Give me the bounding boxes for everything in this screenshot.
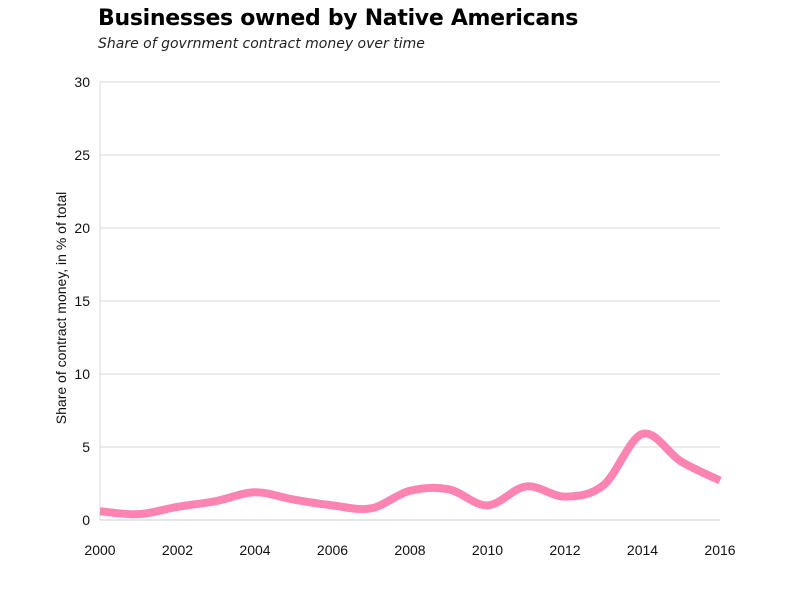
data-point <box>216 501 217 502</box>
x-tick-label: 2010 <box>472 542 503 558</box>
y-axis-label: Share of contract money, in % of total <box>53 192 69 424</box>
y-tick-label: 20 <box>74 220 90 236</box>
data-point <box>526 486 527 487</box>
y-tick-label: 10 <box>74 366 90 382</box>
data-point <box>603 484 604 485</box>
data-point <box>293 499 294 500</box>
y-tick-label: 5 <box>82 439 90 455</box>
x-tick-label: 2006 <box>317 542 348 558</box>
y-tick-label: 25 <box>74 147 90 163</box>
data-point <box>681 461 682 462</box>
x-tick-label: 2002 <box>162 542 193 558</box>
chart-title: Businesses owned by Native Americans <box>98 6 579 31</box>
data-point <box>565 496 566 497</box>
data-point <box>177 506 178 507</box>
data-point <box>138 514 139 515</box>
data-point <box>100 511 101 512</box>
x-tick-label: 2014 <box>627 542 658 558</box>
data-point <box>371 508 372 509</box>
x-tick-label: 2004 <box>239 542 270 558</box>
series-line <box>99 429 722 519</box>
data-point <box>448 489 449 490</box>
x-tick-label: 2000 <box>84 542 115 558</box>
data-point <box>642 433 643 434</box>
data-point <box>255 492 256 493</box>
chart-subtitle: Share of govrnment contract money over t… <box>98 36 425 52</box>
x-tick-label: 2008 <box>394 542 425 558</box>
data-point <box>410 490 411 491</box>
y-tick-label: 0 <box>82 512 90 528</box>
data-point <box>332 505 333 506</box>
x-tick-label: 2016 <box>704 542 735 558</box>
data-point <box>720 480 721 481</box>
y-tick-label: 30 <box>74 74 90 90</box>
data-point <box>487 505 488 506</box>
x-tick-label: 2012 <box>549 542 580 558</box>
y-tick-label: 15 <box>74 293 90 309</box>
